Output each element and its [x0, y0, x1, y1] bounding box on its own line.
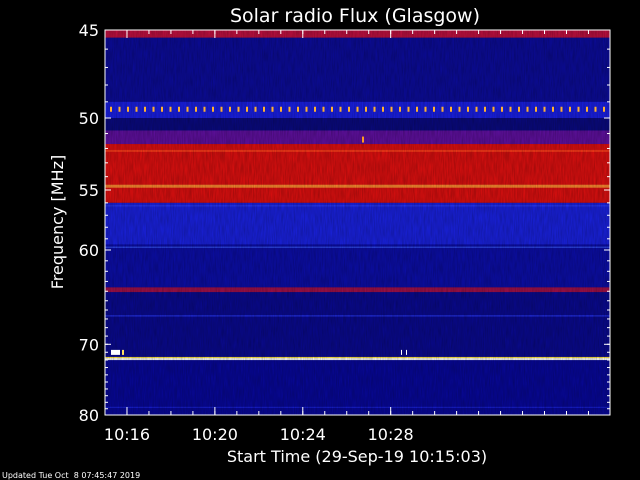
- interference-tick: [535, 106, 537, 112]
- burst-features-layer: [110, 106, 605, 355]
- interference-tick: [305, 106, 308, 112]
- interference-tick: [348, 106, 350, 112]
- burst-51mhz: [362, 136, 364, 143]
- interference-tick: [237, 106, 240, 112]
- interference-tick: [467, 106, 469, 112]
- interference-tick: [492, 106, 495, 112]
- interference-tick: [441, 106, 444, 112]
- interference-tick: [271, 106, 274, 112]
- interference-tick: [569, 106, 571, 112]
- interference-tick: [475, 106, 478, 112]
- y-axis-label: Frequency [MHz]: [48, 155, 67, 289]
- x-axis-label: Start Time (29-Sep-19 10:15:03): [227, 447, 487, 466]
- x-tick-label-2: 10:24: [280, 425, 326, 444]
- interference-tick: [195, 106, 197, 112]
- burst-70mhz-b: [122, 349, 124, 355]
- interference-tick: [288, 106, 291, 112]
- interference-tick: [331, 106, 333, 112]
- interference-tick: [212, 106, 214, 112]
- plot-frame: [104, 29, 611, 416]
- updated-timestamp: Updated Tue Oct 8 07:45:47 2019: [2, 471, 140, 480]
- interference-tick: [220, 106, 223, 112]
- interference-tick: [518, 106, 520, 112]
- interference-tick: [373, 106, 376, 112]
- interference-tick: [322, 106, 325, 112]
- spectrogram-plot-area: [104, 29, 611, 416]
- interference-tick: [280, 106, 282, 112]
- interference-tick: [586, 106, 588, 112]
- interference-tick: [560, 106, 563, 112]
- y-tick-label-4: 70: [79, 335, 99, 354]
- interference-tick: [382, 106, 384, 112]
- burst-70mhz-d: [406, 349, 407, 355]
- interference-tick: [543, 106, 546, 112]
- interference-tick: [254, 106, 257, 112]
- interference-tick: [552, 106, 554, 112]
- interference-tick: [433, 106, 435, 112]
- x-axis: 10:16 10:20 10:24 10:28: [104, 30, 589, 444]
- interference-tick: [399, 106, 401, 112]
- interference-tick: [416, 106, 418, 112]
- interference-tick: [314, 106, 316, 112]
- interference-tick: [458, 106, 461, 112]
- interference-tick: [424, 106, 427, 112]
- interference-tick: [450, 106, 452, 112]
- interference-tick: [390, 106, 393, 112]
- interference-tick: [110, 106, 112, 112]
- interference-tick: [169, 106, 172, 112]
- interference-tick: [246, 106, 248, 112]
- noise-texture: [105, 30, 610, 415]
- interference-tick: [603, 106, 605, 112]
- y-tick-label-0: 45: [79, 21, 99, 40]
- interference-tick: [152, 106, 155, 112]
- interference-tick: [161, 106, 163, 112]
- interference-tick: [484, 106, 486, 112]
- x-tick-label-0: 10:16: [104, 425, 150, 444]
- x-tick-label-1: 10:20: [192, 425, 238, 444]
- interference-tick: [297, 106, 299, 112]
- interference-tick: [144, 106, 146, 112]
- interference-tick: [127, 106, 129, 112]
- interference-tick: [365, 106, 367, 112]
- interference-tick: [356, 106, 359, 112]
- interference-tick: [178, 106, 180, 112]
- interference-tick: [229, 106, 231, 112]
- interference-tick: [186, 106, 189, 112]
- interference-tick: [339, 106, 342, 112]
- interference-tick: [407, 106, 410, 112]
- interference-tick: [501, 106, 503, 112]
- burst-70mhz-a: [111, 349, 120, 355]
- interference-tick: [118, 106, 121, 112]
- chart-title: Solar radio Flux (Glasgow): [230, 5, 480, 27]
- burst-70mhz-c: [401, 349, 402, 355]
- y-tick-label-5: 80: [79, 406, 99, 425]
- interference-tick: [263, 106, 265, 112]
- interference-tick: [594, 106, 597, 112]
- interference-tick: [509, 106, 512, 112]
- interference-tick: [526, 106, 529, 112]
- x-tick-label-3: 10:28: [368, 425, 414, 444]
- interference-tick: [203, 106, 206, 112]
- y-tick-label-2: 55: [79, 181, 99, 200]
- interference-tick: [135, 106, 138, 112]
- y-axis: 45 50 55 60 70 80: [79, 21, 610, 425]
- y-tick-label-3: 60: [79, 241, 99, 260]
- y-tick-label-1: 50: [79, 109, 99, 128]
- interference-tick: [577, 106, 580, 112]
